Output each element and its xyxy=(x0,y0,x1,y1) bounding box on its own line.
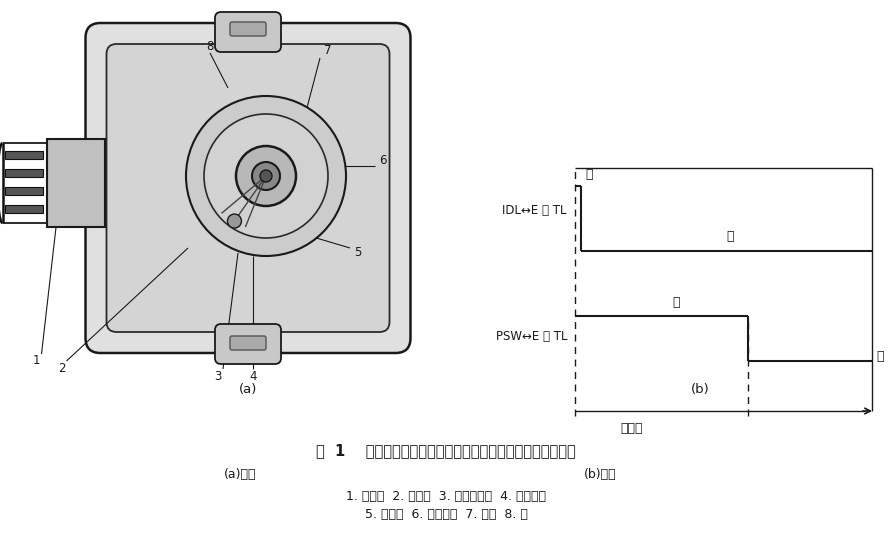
FancyBboxPatch shape xyxy=(215,12,281,52)
Text: IDL↔E 或 TL: IDL↔E 或 TL xyxy=(503,204,567,217)
Bar xyxy=(4,187,43,195)
FancyBboxPatch shape xyxy=(215,324,281,364)
Circle shape xyxy=(260,170,272,182)
Bar xyxy=(4,151,43,159)
Text: 3: 3 xyxy=(214,370,221,383)
Circle shape xyxy=(186,96,346,256)
Bar xyxy=(4,169,43,177)
Text: (a): (a) xyxy=(238,384,257,396)
Text: 通: 通 xyxy=(876,350,883,363)
FancyBboxPatch shape xyxy=(86,23,411,353)
Text: 7: 7 xyxy=(324,43,332,57)
Text: 断: 断 xyxy=(672,295,680,309)
Text: 2: 2 xyxy=(58,361,65,375)
Text: PSW↔E 或 TL: PSW↔E 或 TL xyxy=(496,330,567,343)
FancyBboxPatch shape xyxy=(106,44,389,332)
FancyBboxPatch shape xyxy=(230,22,266,36)
Text: 5. 控制臂  6. 节气门轴  7. 凸轮  8. 槽: 5. 控制臂 6. 节气门轴 7. 凸轮 8. 槽 xyxy=(364,509,528,522)
Circle shape xyxy=(236,146,296,206)
Text: 通: 通 xyxy=(585,167,592,181)
Text: 6: 6 xyxy=(380,153,387,166)
Text: (a)结构: (a)结构 xyxy=(224,469,256,481)
Text: 断: 断 xyxy=(726,231,734,244)
Text: 图  1    开关量输出型节气门位置传感器的结构与电压输出信号: 图 1 开关量输出型节气门位置传感器的结构与电压输出信号 xyxy=(316,444,576,459)
Text: 8: 8 xyxy=(206,39,213,52)
Text: 4: 4 xyxy=(249,370,257,383)
Circle shape xyxy=(252,162,280,190)
FancyBboxPatch shape xyxy=(230,336,266,350)
Text: 1. 连接器  2. 动触点  3. 全负荷触点  4. 怎速触点: 1. 连接器 2. 动触点 3. 全负荷触点 4. 怎速触点 xyxy=(346,490,546,504)
Bar xyxy=(4,205,43,213)
Text: (b): (b) xyxy=(690,384,709,396)
Text: 1: 1 xyxy=(33,354,40,366)
Circle shape xyxy=(228,214,241,228)
Text: 节气门: 节气门 xyxy=(620,423,642,435)
Circle shape xyxy=(204,114,328,238)
Bar xyxy=(46,139,104,227)
Text: 5: 5 xyxy=(355,246,362,260)
Text: (b)特性: (b)特性 xyxy=(584,469,616,481)
